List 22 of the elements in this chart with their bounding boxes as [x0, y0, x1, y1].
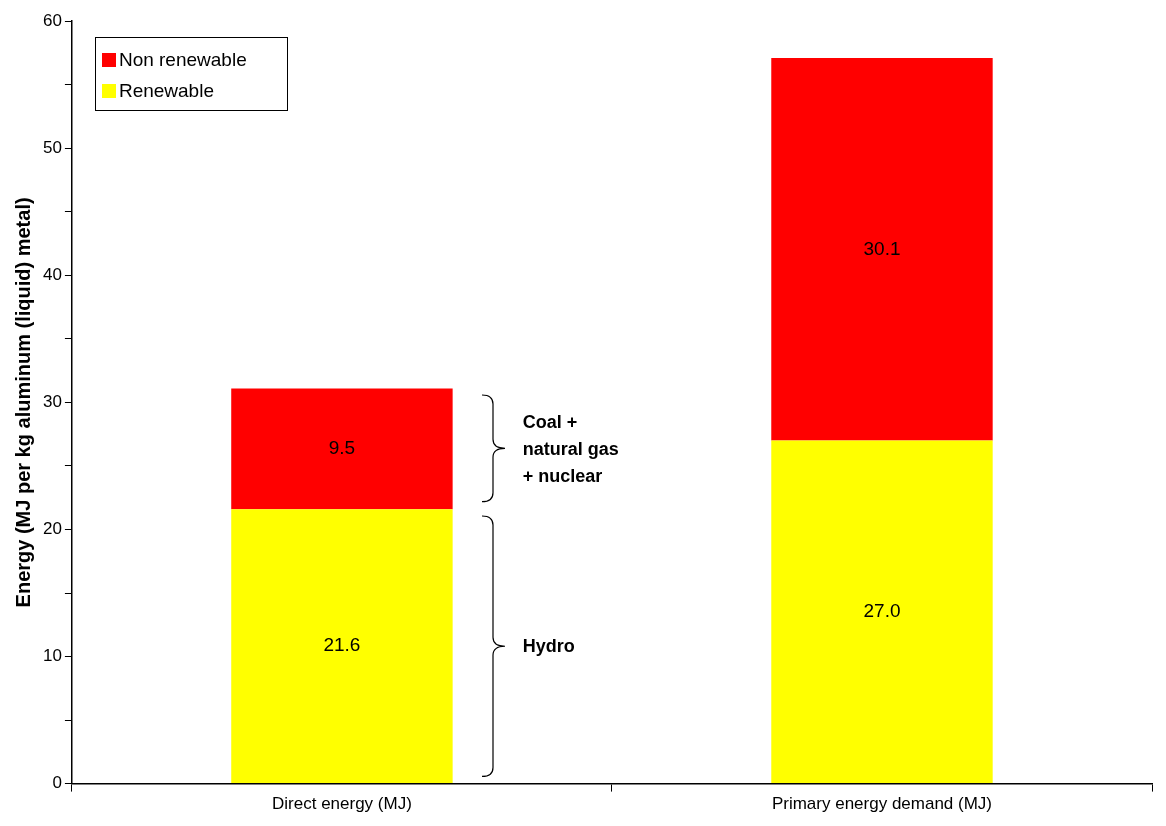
y-tick-label: 10 — [42, 646, 62, 666]
bar — [231, 509, 453, 784]
data-label: 30.1 — [863, 237, 901, 259]
annotation: Coal + natural gas + nuclear — [522, 410, 620, 488]
x-tick-label: Direct energy (MJ) — [272, 794, 412, 814]
bar — [231, 388, 453, 510]
legend-label: Non renewable — [118, 48, 247, 73]
bar — [771, 58, 993, 441]
y-tick-label: 0 — [52, 773, 62, 793]
bar — [771, 440, 993, 784]
legend-label: Renewable — [118, 79, 214, 104]
y-tick-label: 20 — [42, 519, 62, 539]
x-tick-label: Primary energy demand (MJ) — [771, 794, 993, 814]
y-tick-label: 40 — [42, 265, 62, 285]
y-tick-label: 30 — [42, 392, 62, 412]
y-axis-title: Energy (MJ per kg aluminum (liquid) metal) — [11, 197, 34, 608]
y-tick-label: 60 — [42, 10, 62, 30]
data-label: 21.6 — [323, 634, 361, 656]
annotation: Hydro — [522, 634, 576, 658]
data-label: 9.5 — [328, 437, 356, 459]
y-tick-label: 50 — [42, 137, 62, 157]
data-label: 27.0 — [863, 600, 901, 622]
